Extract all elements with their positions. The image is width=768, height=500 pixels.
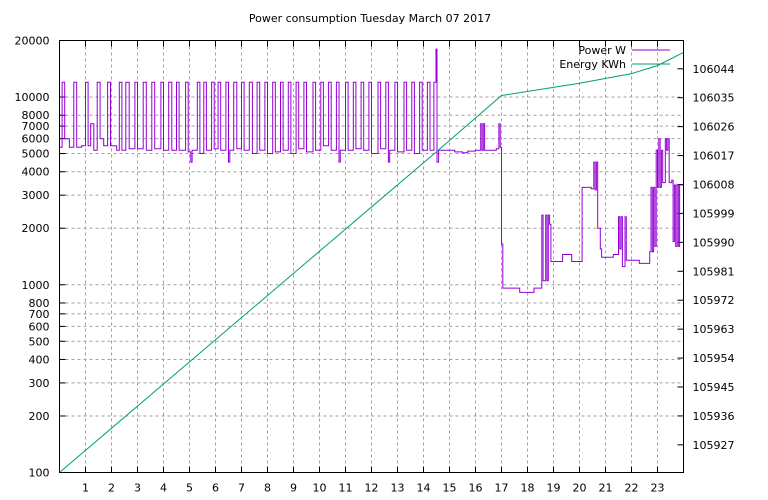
left-y-tick-label: 5000: [22, 148, 50, 161]
left-y-tick-label: 300: [29, 377, 50, 390]
left-y-tick-label: 4000: [22, 166, 50, 179]
x-axis: 1 2 3 4 5 6 7 8 9 10 11 12 13 14 15 16 17 18 19 20 21 22 23: [82, 40, 665, 495]
right-y-axis: 105927 105936 105945 105954 105963 105972 1059…: [677, 63, 735, 452]
x-tick-label: 22: [625, 482, 639, 495]
x-tick-label: 10: [313, 482, 327, 495]
left-y-tick-label: 800: [29, 297, 50, 310]
left-y-tick-label: 8000: [22, 109, 50, 122]
x-tick-label: 16: [469, 482, 483, 495]
right-y-tick-label: 105963: [693, 323, 735, 336]
x-tick-label: 21: [599, 482, 613, 495]
left-y-tick-label: 3000: [22, 189, 50, 202]
x-tick-label: 11: [339, 482, 353, 495]
right-y-tick-label: 105972: [693, 294, 735, 307]
x-tick-label: 12: [365, 482, 379, 495]
right-y-tick-label: 105927: [693, 439, 735, 452]
right-y-tick-label: 105936: [693, 410, 735, 423]
x-tick-label: 13: [391, 482, 405, 495]
left-y-tick-label: 200: [29, 410, 50, 423]
left-y-tick-label: 100: [29, 467, 50, 480]
x-tick-label: 6: [212, 482, 219, 495]
x-tick-label: 3: [134, 482, 141, 495]
right-y-tick-label: 106035: [693, 92, 735, 105]
chart-title: Power consumption Tuesday March 07 2017: [249, 12, 491, 25]
right-y-tick-label: 106044: [693, 63, 735, 76]
x-tick-label: 23: [651, 482, 665, 495]
left-y-tick-label: 600: [29, 320, 50, 333]
x-tick-label: 17: [495, 482, 509, 495]
right-y-tick-label: 105999: [693, 207, 735, 220]
left-y-tick-label: 400: [29, 353, 50, 366]
left-y-tick-label: 500: [29, 335, 50, 348]
right-y-tick-label: 105990: [693, 236, 735, 249]
left-y-tick-label: 20000: [15, 35, 50, 48]
x-tick-label: 14: [417, 482, 431, 495]
x-tick-label: 15: [443, 482, 457, 495]
x-tick-label: 7: [238, 482, 245, 495]
x-tick-label: 4: [160, 482, 167, 495]
right-y-tick-label: 105981: [693, 265, 735, 278]
x-tick-label: 8: [264, 482, 271, 495]
right-y-tick-label: 105954: [693, 352, 735, 365]
x-tick-label: 2: [108, 482, 115, 495]
left-y-tick-label: 10000: [15, 91, 50, 104]
left-y-tick-label: 2000: [22, 222, 50, 235]
energy-series-line: [59, 51, 684, 473]
legend-label-energy: Energy KWh: [559, 58, 626, 71]
x-tick-label: 5: [186, 482, 193, 495]
power-series-line: [59, 48, 684, 293]
x-tick-label: 9: [290, 482, 297, 495]
x-tick-label: 20: [573, 482, 587, 495]
legend-label-power: Power W: [578, 44, 626, 57]
x-tick-label: 18: [521, 482, 535, 495]
series-lines: [59, 48, 684, 473]
x-tick-label: 19: [547, 482, 561, 495]
plot-frame: [59, 40, 684, 473]
left-y-tick-label: 700: [29, 308, 50, 321]
left-y-tick-label: 6000: [22, 133, 50, 146]
right-y-tick-label: 106026: [693, 121, 735, 134]
left-y-tick-label: 1000: [22, 279, 50, 292]
right-y-tick-label: 106017: [693, 150, 735, 163]
right-y-tick-label: 105945: [693, 381, 735, 394]
x-tick-label: 1: [82, 482, 89, 495]
right-y-tick-label: 106008: [693, 179, 735, 192]
left-y-tick-label: 7000: [22, 120, 50, 133]
